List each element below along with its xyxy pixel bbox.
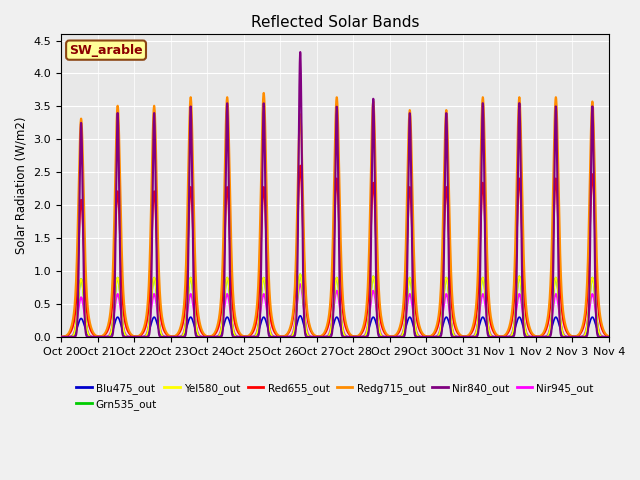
Blu475_out xyxy=(57,334,65,340)
Red655_out xyxy=(296,163,304,168)
Text: SW_arable: SW_arable xyxy=(69,44,143,57)
Y-axis label: Solar Radiation (W/m2): Solar Radiation (W/m2) xyxy=(15,117,28,254)
Line: Redg715_out: Redg715_out xyxy=(61,93,609,337)
Line: Blu475_out: Blu475_out xyxy=(61,316,609,337)
Nir840_out xyxy=(296,49,304,55)
Nir840_out xyxy=(152,216,160,222)
Title: Reflected Solar Bands: Reflected Solar Bands xyxy=(251,15,419,30)
Grn535_out xyxy=(291,323,299,328)
Yel580_out xyxy=(536,334,543,340)
Blu475_out xyxy=(268,333,275,338)
Nir840_out xyxy=(595,334,602,339)
Yel580_out xyxy=(268,332,275,337)
Grn535_out xyxy=(605,334,612,340)
Blu475_out xyxy=(595,330,602,336)
Nir945_out xyxy=(605,334,612,340)
Nir840_out xyxy=(536,334,543,340)
Red655_out xyxy=(595,303,602,309)
Yel580_out xyxy=(296,272,304,277)
Grn535_out xyxy=(536,334,543,340)
Yel580_out xyxy=(595,326,602,332)
Grn535_out xyxy=(595,326,602,332)
Blu475_out xyxy=(120,330,127,336)
Line: Nir945_out: Nir945_out xyxy=(61,284,609,337)
Nir945_out xyxy=(595,325,602,331)
Grn535_out xyxy=(268,332,275,337)
Nir840_out xyxy=(605,334,612,340)
Yel580_out xyxy=(605,334,612,340)
Line: Yel580_out: Yel580_out xyxy=(61,275,609,337)
Blu475_out xyxy=(296,313,304,319)
Line: Grn535_out: Grn535_out xyxy=(61,275,609,337)
Grn535_out xyxy=(152,286,160,291)
Yel580_out xyxy=(291,323,299,328)
Red655_out xyxy=(536,334,543,339)
Redg715_out xyxy=(291,280,299,286)
Blu475_out xyxy=(536,334,543,340)
Blu475_out xyxy=(605,334,612,340)
Nir840_out xyxy=(268,334,275,340)
Nir840_out xyxy=(57,334,65,340)
Redg715_out xyxy=(57,334,65,340)
Red655_out xyxy=(152,216,160,222)
Nir945_out xyxy=(536,334,543,340)
Nir840_out xyxy=(120,334,127,339)
Nir945_out xyxy=(57,334,65,340)
Redg715_out xyxy=(605,334,612,339)
Redg715_out xyxy=(260,90,268,96)
Blu475_out xyxy=(291,328,299,334)
Yel580_out xyxy=(57,334,65,340)
Grn535_out xyxy=(296,272,304,277)
Nir840_out xyxy=(291,333,299,338)
Redg715_out xyxy=(595,290,602,296)
Nir945_out xyxy=(296,281,304,287)
Red655_out xyxy=(57,334,65,340)
Red655_out xyxy=(605,334,612,339)
Redg715_out xyxy=(152,147,160,153)
Redg715_out xyxy=(268,310,275,316)
Yel580_out xyxy=(120,326,127,332)
Red655_out xyxy=(120,307,127,313)
Grn535_out xyxy=(120,326,127,332)
Blu475_out xyxy=(152,317,160,323)
Nir945_out xyxy=(268,331,275,336)
Red655_out xyxy=(291,296,299,301)
Line: Nir840_out: Nir840_out xyxy=(61,52,609,337)
Nir945_out xyxy=(152,298,160,303)
Yel580_out xyxy=(152,286,160,291)
Nir945_out xyxy=(120,325,127,331)
Redg715_out xyxy=(120,291,127,297)
Line: Red655_out: Red655_out xyxy=(61,166,609,337)
Redg715_out xyxy=(536,334,543,339)
Legend: Blu475_out, Grn535_out, Yel580_out, Red655_out, Redg715_out, Nir840_out, Nir945_: Blu475_out, Grn535_out, Yel580_out, Red6… xyxy=(72,378,598,414)
Nir945_out xyxy=(291,320,299,326)
Red655_out xyxy=(268,318,275,324)
Grn535_out xyxy=(57,334,65,340)
